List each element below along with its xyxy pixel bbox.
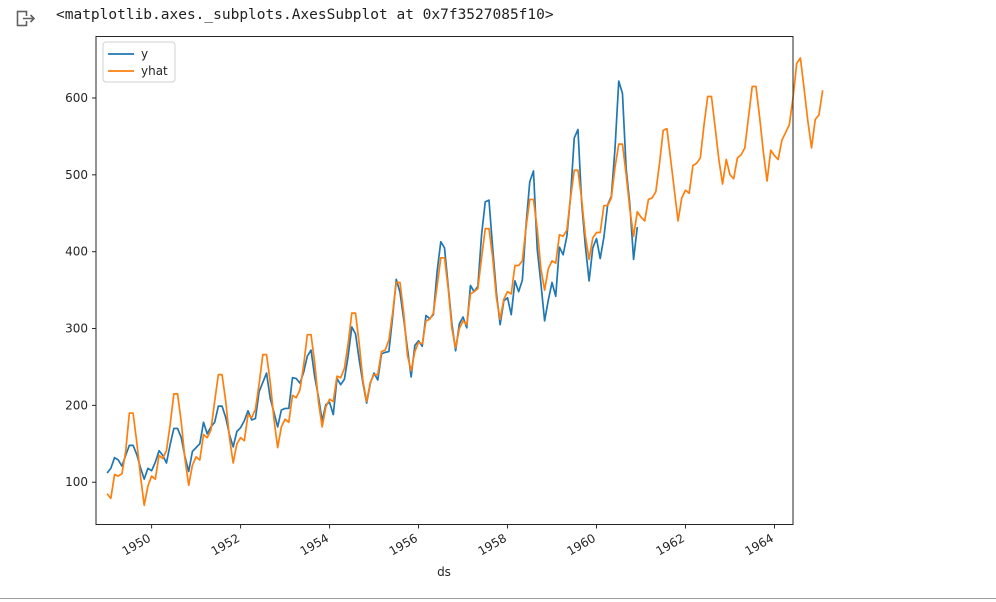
x-tick-label: 1964 (743, 531, 776, 558)
legend-label-y: y (141, 47, 148, 61)
series-line-y (106, 80, 639, 481)
y-axis: 100 200 300 400 500 600 (65, 91, 96, 489)
cell-output-text: <matplotlib.axes._subplots.AxesSubplot a… (56, 7, 554, 23)
series-line-yhat (106, 57, 824, 507)
plot-frame (95, 36, 794, 525)
y-tick-label: 600 (65, 91, 88, 105)
x-tick-label: 1962 (654, 531, 687, 558)
x-tick-label: 1954 (298, 531, 331, 558)
legend: y yhat (102, 41, 176, 83)
x-tick-label: 1960 (565, 531, 598, 558)
y-tick-label: 500 (65, 168, 88, 182)
y-tick-label: 400 (65, 245, 88, 259)
plot-series-group (106, 57, 824, 507)
cell-divider (0, 598, 996, 599)
x-tick-label: 1958 (476, 531, 509, 558)
y-tick-label: 100 (65, 475, 88, 489)
y-tick-label: 300 (65, 322, 88, 336)
legend-box (102, 41, 176, 83)
x-tick-label: 1950 (120, 531, 153, 558)
x-axis: 1950 1952 1954 1956 1958 1960 1962 1964 (120, 524, 776, 558)
legend-label-yhat: yhat (141, 64, 168, 78)
output-arrow-icon (16, 10, 36, 27)
x-axis-label: ds (437, 565, 451, 579)
x-tick-label: 1956 (387, 531, 420, 558)
x-tick-label: 1952 (209, 531, 242, 558)
y-tick-label: 200 (65, 398, 88, 412)
